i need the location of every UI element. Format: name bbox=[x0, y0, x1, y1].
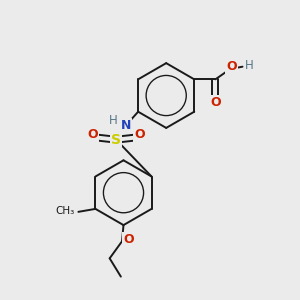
Text: H: H bbox=[244, 59, 253, 72]
Text: O: O bbox=[123, 233, 134, 246]
Text: O: O bbox=[226, 60, 237, 73]
Text: N: N bbox=[121, 119, 131, 132]
Text: CH₃: CH₃ bbox=[56, 206, 75, 216]
Text: H: H bbox=[109, 114, 118, 127]
Text: O: O bbox=[87, 128, 98, 141]
Text: O: O bbox=[210, 95, 221, 109]
Text: S: S bbox=[111, 133, 121, 147]
Text: O: O bbox=[134, 128, 145, 141]
